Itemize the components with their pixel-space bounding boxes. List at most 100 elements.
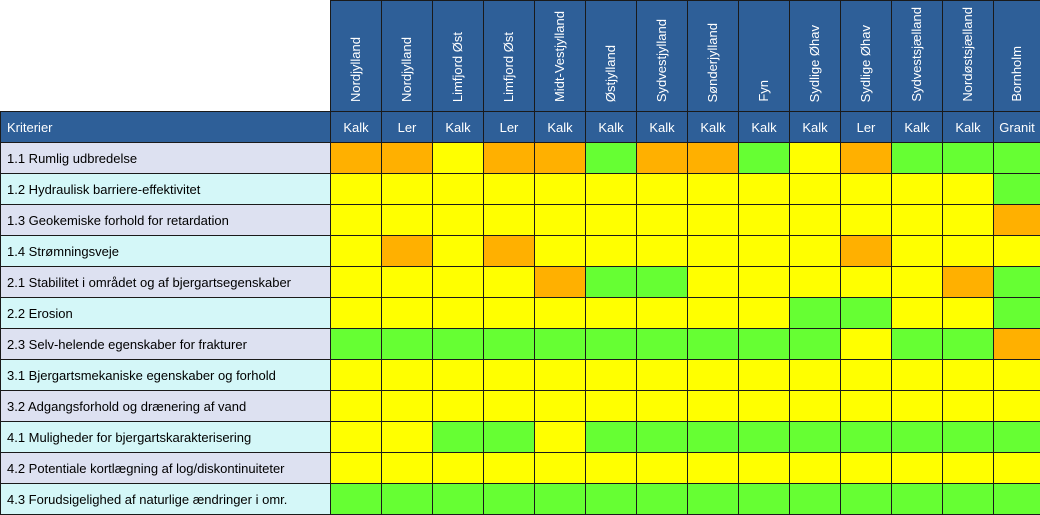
rock-type-header: Kalk <box>637 112 688 143</box>
rating-cell <box>688 453 739 484</box>
rating-cell <box>331 453 382 484</box>
rating-cell <box>994 267 1040 298</box>
rating-cell <box>943 143 994 174</box>
rock-type-header: Ler <box>382 112 433 143</box>
rating-cell <box>739 422 790 453</box>
region-header: Midt-Vestjylland <box>535 1 586 112</box>
rating-cell <box>790 298 841 329</box>
rating-cell <box>331 267 382 298</box>
rating-cell <box>739 143 790 174</box>
rating-cell <box>382 174 433 205</box>
rating-cell <box>637 329 688 360</box>
rock-type-header: Kalk <box>535 112 586 143</box>
region-header-label: Sønderjylland <box>705 23 721 103</box>
rating-cell <box>892 360 943 391</box>
rating-cell <box>535 391 586 422</box>
rating-cell <box>943 360 994 391</box>
region-header: Nordøstsjælland <box>943 1 994 112</box>
rating-cell <box>943 298 994 329</box>
rating-cell <box>433 329 484 360</box>
rating-cell <box>331 422 382 453</box>
rating-cell <box>739 453 790 484</box>
rating-cell <box>331 236 382 267</box>
rating-cell <box>892 329 943 360</box>
rating-cell <box>535 453 586 484</box>
rating-cell <box>484 453 535 484</box>
rating-cell <box>637 391 688 422</box>
rating-cell <box>637 453 688 484</box>
rating-cell <box>535 422 586 453</box>
rating-cell <box>688 298 739 329</box>
rating-cell <box>841 298 892 329</box>
rating-cell <box>892 267 943 298</box>
rating-cell <box>586 205 637 236</box>
rating-cell <box>688 236 739 267</box>
rating-cell <box>433 174 484 205</box>
rating-cell <box>994 453 1040 484</box>
rating-cell <box>535 267 586 298</box>
rating-cell <box>994 298 1040 329</box>
rating-cell <box>331 174 382 205</box>
rating-cell <box>688 422 739 453</box>
rating-cell <box>586 298 637 329</box>
rating-cell <box>943 329 994 360</box>
rating-cell <box>994 391 1040 422</box>
table-row: 2.3 Selv-helende egenskaber for frakture… <box>1 329 1040 360</box>
rating-cell <box>688 143 739 174</box>
table-row: 3.2 Adgangsforhold og drænering af vand <box>1 391 1040 422</box>
rating-cell <box>790 174 841 205</box>
rating-cell <box>637 360 688 391</box>
rating-cell <box>331 391 382 422</box>
rating-cell <box>331 298 382 329</box>
rock-type-header: Kalk <box>586 112 637 143</box>
rating-cell <box>637 267 688 298</box>
criterion-label: 2.2 Erosion <box>1 298 331 329</box>
criterion-label: 3.1 Bjergartsmekaniske egenskaber og for… <box>1 360 331 391</box>
rating-cell <box>586 360 637 391</box>
rating-cell <box>484 267 535 298</box>
criterion-label: 4.2 Potentiale kortlægning af log/diskon… <box>1 453 331 484</box>
rating-cell <box>637 236 688 267</box>
rating-cell <box>484 236 535 267</box>
rock-type-header: Kalk <box>943 112 994 143</box>
table-row: 4.1 Muligheder for bjergartskarakteriser… <box>1 422 1040 453</box>
rating-cell <box>841 205 892 236</box>
rating-cell <box>535 360 586 391</box>
rating-cell <box>433 453 484 484</box>
rating-cell <box>382 236 433 267</box>
table-row: 1.2 Hydraulisk barriere-effektivitet <box>1 174 1040 205</box>
region-header-label: Sydvestjylland <box>654 19 670 102</box>
rating-cell <box>994 205 1040 236</box>
rating-cell <box>892 205 943 236</box>
rating-cell <box>637 205 688 236</box>
rating-cell <box>892 453 943 484</box>
rating-cell <box>637 174 688 205</box>
rating-cell <box>841 391 892 422</box>
rating-cell <box>790 236 841 267</box>
rock-type-header: Kalk <box>739 112 790 143</box>
rating-cell <box>484 391 535 422</box>
rating-cell <box>841 236 892 267</box>
rating-cell <box>586 484 637 515</box>
rating-cell <box>739 484 790 515</box>
rating-cell <box>892 143 943 174</box>
rating-cell <box>739 329 790 360</box>
rating-cell <box>841 422 892 453</box>
region-header: Nordjylland <box>331 1 382 112</box>
region-header-label: Nordjylland <box>399 37 415 102</box>
rating-cell <box>637 484 688 515</box>
empty-corner <box>1 1 331 112</box>
rating-cell <box>382 205 433 236</box>
rating-cell <box>484 329 535 360</box>
region-header: Limfjord Øst <box>484 1 535 112</box>
rating-cell <box>382 298 433 329</box>
rating-cell <box>943 205 994 236</box>
rating-cell <box>790 391 841 422</box>
rating-cell <box>637 422 688 453</box>
rating-cell <box>586 329 637 360</box>
rating-cell <box>331 329 382 360</box>
rating-cell <box>739 205 790 236</box>
rating-cell <box>994 360 1040 391</box>
rating-cell <box>739 236 790 267</box>
rating-cell <box>382 360 433 391</box>
